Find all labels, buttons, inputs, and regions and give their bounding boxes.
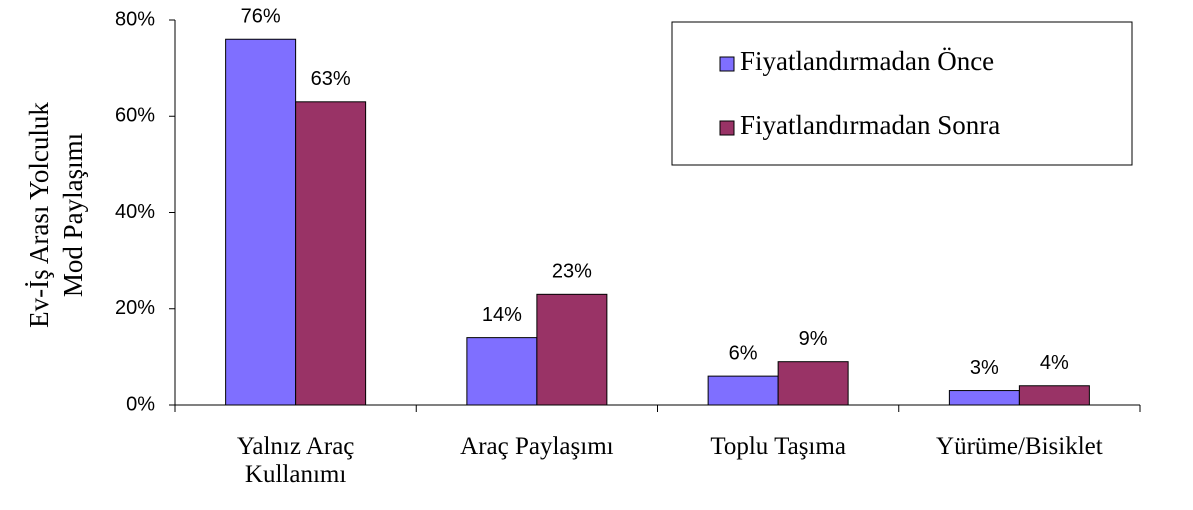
- value-label: 14%: [482, 304, 522, 326]
- x-tick-label: Yürüme/Bisiklet: [936, 433, 1103, 460]
- y-axis-label: Ev-İş Arası Yolculuk: [24, 102, 54, 328]
- value-label: 76%: [241, 6, 281, 28]
- x-tick-label: Araç Paylaşımı: [460, 433, 614, 460]
- legend-label: Fiyatlandırmadan Önce: [740, 46, 994, 76]
- legend-label: Fiyatlandırmadan Sonra: [740, 110, 1000, 140]
- y-tick-label: 40%: [115, 201, 155, 223]
- bar: [1018, 385, 1090, 406]
- legend-swatch: [719, 56, 735, 72]
- value-label: 4%: [1040, 352, 1069, 374]
- bar: [707, 375, 779, 406]
- bar: [225, 38, 297, 406]
- y-tick-label: 0%: [126, 393, 155, 415]
- value-label: 3%: [970, 357, 999, 379]
- y-tick-label: 80%: [115, 8, 155, 30]
- y-axis-label: Mod Paylaşımı: [58, 133, 88, 297]
- value-label: 63%: [311, 68, 351, 90]
- x-tick-label: Yalnız Araç Kullanımı: [236, 433, 355, 488]
- value-label: 9%: [799, 328, 828, 350]
- value-label: 23%: [552, 261, 592, 283]
- bar: [948, 390, 1020, 406]
- bar: [777, 361, 849, 406]
- y-tick-label: 60%: [115, 105, 155, 127]
- bar: [295, 101, 367, 406]
- y-tick-label: 20%: [115, 297, 155, 319]
- bar: [536, 293, 608, 406]
- legend-swatch: [719, 120, 735, 136]
- value-label: 6%: [729, 342, 758, 364]
- bar: [466, 337, 538, 406]
- legend-box: [671, 21, 1133, 166]
- x-tick-label: Toplu Taşıma: [710, 433, 846, 460]
